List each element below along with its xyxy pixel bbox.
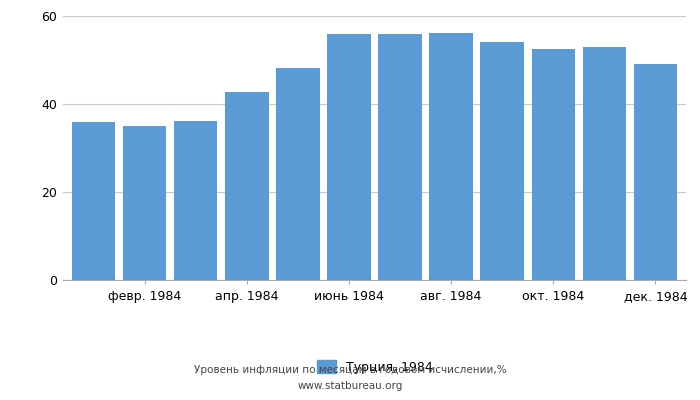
Text: www.statbureau.org: www.statbureau.org (298, 381, 402, 391)
Bar (531, 50, 575, 280)
Text: Уровень инфляции по месяцам в годовом исчислении,%: Уровень инфляции по месяцам в годовом ис… (194, 365, 506, 375)
Bar (225, 92, 269, 280)
Bar (72, 122, 116, 280)
Bar (582, 47, 626, 280)
Bar (634, 64, 677, 280)
Bar (429, 33, 472, 280)
Bar (174, 121, 218, 280)
Bar (276, 68, 320, 280)
Bar (378, 34, 421, 280)
Bar (123, 126, 167, 280)
Legend: Турция, 1984: Турция, 1984 (312, 355, 438, 378)
Bar (328, 34, 371, 280)
Bar (480, 42, 524, 280)
